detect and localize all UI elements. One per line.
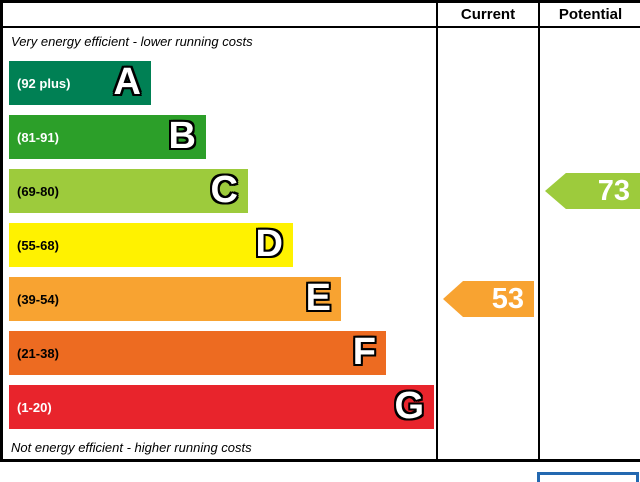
band-row-b: (81-91) B: [9, 115, 435, 169]
band-range-label: (39-54): [17, 291, 59, 307]
band-row-g: (1-20) G: [9, 385, 435, 439]
current-rating-value: 53: [491, 282, 524, 315]
band-letter: F: [352, 331, 376, 374]
potential-rating-arrow: 73: [545, 173, 640, 209]
band-bar-e: (39-54) E: [9, 277, 341, 321]
potential-column-header: Potential: [558, 6, 623, 23]
band-bar-f: (21-38) F: [9, 331, 386, 375]
band-range-label: (81-91): [17, 129, 59, 145]
current-rating-arrow: 53: [443, 281, 534, 317]
band-letter: G: [394, 385, 424, 428]
band-letter: B: [168, 115, 196, 158]
current-column-divider: [436, 3, 438, 459]
band-bar-d: (55-68) D: [9, 223, 293, 267]
potential-rating-value: 73: [597, 174, 630, 207]
band-row-e: (39-54) E: [9, 277, 435, 331]
band-letter: A: [113, 61, 141, 104]
band-range-label: (92 plus): [17, 75, 71, 91]
current-column-header: Current: [460, 6, 516, 23]
chart-header-row: Current Potential: [3, 3, 640, 28]
top-caption: Very energy efficient - lower running co…: [11, 34, 253, 49]
band-row-c: (69-80) C: [9, 169, 435, 223]
band-letter: D: [255, 223, 283, 266]
band-range-label: (69-80): [17, 183, 59, 199]
potential-column-divider: [538, 3, 540, 459]
next-section-border-peek: [537, 472, 639, 482]
bottom-caption: Not energy efficient - higher running co…: [11, 440, 252, 455]
band-bar-g: (1-20) G: [9, 385, 434, 429]
band-row-a: (92 plus) A: [9, 61, 435, 115]
band-bar-b: (81-91) B: [9, 115, 206, 159]
band-bar-c: (69-80) C: [9, 169, 248, 213]
band-letter: C: [210, 169, 238, 212]
band-range-label: (1-20): [17, 399, 52, 415]
rating-bands: (92 plus) A (81-91) B (69-80) C (55-68) D (39-54…: [9, 61, 435, 439]
band-row-d: (55-68) D: [9, 223, 435, 277]
epc-energy-rating-chart: Current Potential Very energy efficient …: [0, 0, 640, 462]
band-row-f: (21-38) F: [9, 331, 435, 385]
band-range-label: (21-38): [17, 345, 59, 361]
band-letter: E: [305, 277, 331, 320]
band-bar-a: (92 plus) A: [9, 61, 151, 105]
band-range-label: (55-68): [17, 237, 59, 253]
